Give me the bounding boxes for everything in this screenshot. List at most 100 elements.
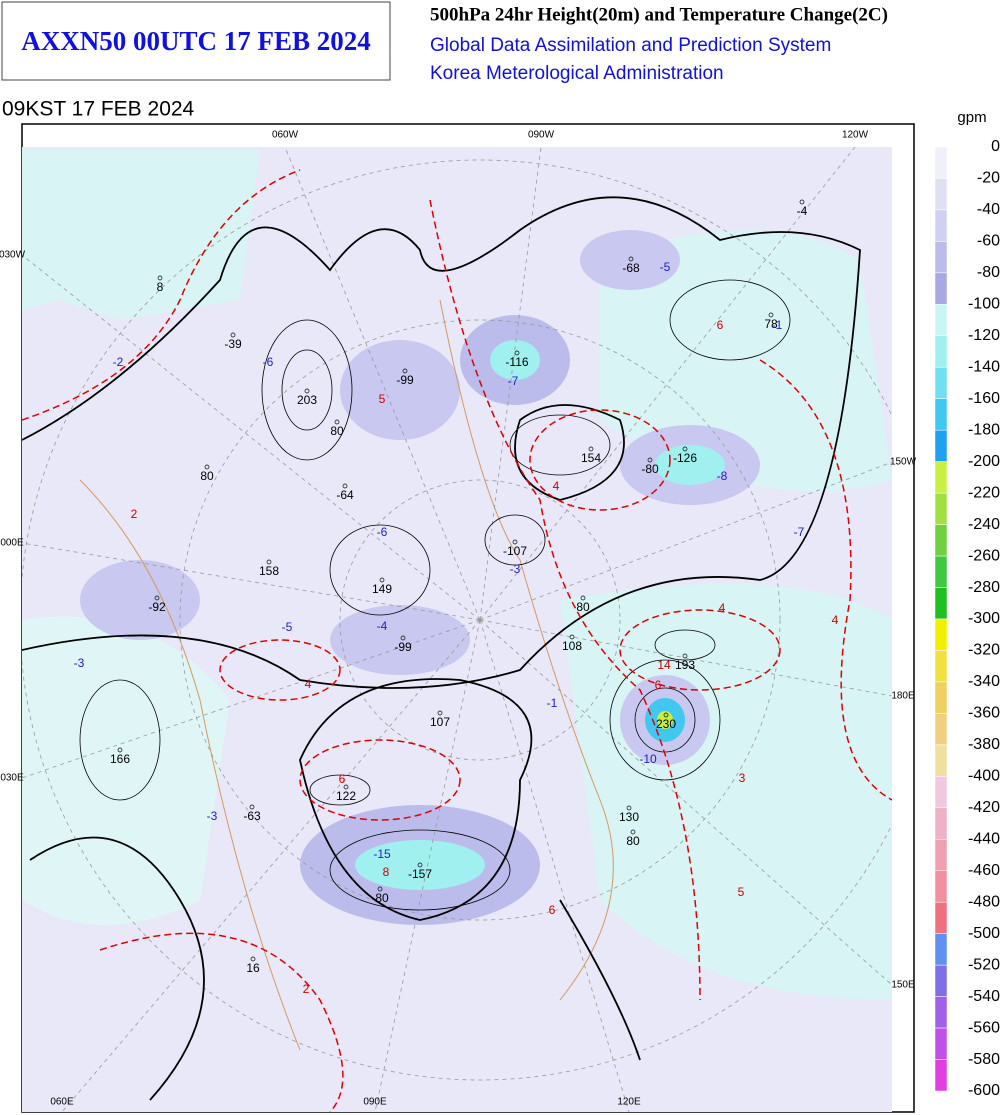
colorbar-box [934, 178, 948, 211]
height-label: 80 [200, 469, 214, 483]
colorbar-label: -140 [968, 358, 1000, 375]
colorbar-box [934, 335, 948, 368]
colorbar-label: -500 [968, 925, 1000, 942]
longitude-label: 150E [891, 980, 915, 991]
temperature-label: 5 [738, 885, 745, 899]
center-marker [588, 446, 594, 452]
temperature-label: -5 [282, 620, 293, 634]
colorbar-label: -440 [968, 830, 1000, 847]
temperature-label: -6 [263, 355, 274, 369]
fill-area [655, 445, 725, 485]
center-marker [402, 368, 408, 374]
colorbar: 0 -20 -40 -60 -80 -100 -120 -140 -160 -180 -200 -22… [934, 138, 1000, 1099]
colorbar-label: -400 [968, 768, 1000, 785]
longitude-label: 060E [50, 1097, 74, 1108]
height-label: 149 [372, 582, 392, 596]
center-marker [379, 577, 385, 583]
temperature-label: -2 [113, 355, 124, 369]
longitude-label: 090E [363, 1097, 387, 1108]
temperature-label: -3 [74, 656, 85, 670]
center-marker [334, 419, 340, 425]
colorbar-box [934, 272, 948, 305]
center-marker [249, 804, 255, 810]
fill-area [340, 340, 460, 440]
center-marker [204, 464, 210, 470]
temperature-label: 4 [305, 677, 312, 691]
colorbar-box [934, 681, 948, 714]
center-marker [682, 446, 688, 452]
height-label: 80 [626, 834, 640, 848]
temperature-label: -6 [377, 525, 388, 539]
colorbar-label: -300 [968, 610, 1000, 627]
height-label: 154 [581, 451, 601, 465]
colorbar-box [934, 901, 948, 934]
colorbar-box [934, 1027, 948, 1060]
center-marker [626, 805, 632, 811]
chart-title: 500hPa 24hr Height(20m) and Temperature … [430, 4, 888, 25]
colorbar-box [934, 555, 948, 588]
center-marker [512, 539, 518, 545]
temperature-label: -10 [639, 752, 657, 766]
longitude-label: 090W [528, 130, 555, 141]
colorbar-box [934, 398, 948, 431]
colorbar-box [934, 996, 948, 1029]
colorbar-box [934, 461, 948, 494]
height-label: 203 [297, 393, 317, 407]
temperature-label: 5 [379, 392, 386, 406]
colorbar-box [934, 964, 948, 997]
longitude-label: 000E [0, 538, 24, 549]
fill-area [490, 340, 540, 380]
temperature-label: -8 [717, 469, 728, 483]
center-marker [157, 275, 163, 281]
height-label: -4 [797, 204, 808, 218]
height-label: 230 [656, 717, 676, 731]
colorbar-box [934, 713, 948, 746]
temperature-label: 6 [717, 318, 724, 332]
colorbar-box [934, 209, 948, 242]
height-label: 80 [330, 424, 344, 438]
colorbar-label: -40 [977, 201, 1000, 218]
center-marker [250, 956, 256, 962]
center-marker [117, 747, 123, 753]
temperature-label: 14 [657, 658, 671, 672]
colorbar-unit: gpm [957, 109, 986, 126]
colorbar-label: -240 [968, 516, 1000, 533]
longitude-label: 030E [0, 773, 24, 784]
colorbar-box [934, 587, 948, 620]
colorbar-label: -580 [968, 1051, 1000, 1068]
colorbar-box [934, 492, 948, 525]
temperature-label: -7 [794, 525, 805, 539]
colorbar-label: -280 [968, 579, 1000, 596]
temperature-label: 4 [553, 479, 560, 493]
temperature-label: 6 [655, 678, 662, 692]
height-label: 158 [259, 564, 279, 578]
colorbar-label: -480 [968, 893, 1000, 910]
fill-area [22, 616, 230, 925]
center-marker [514, 350, 520, 356]
colorbar-label: -320 [968, 642, 1000, 659]
center-marker [569, 634, 575, 640]
center-marker [154, 595, 160, 601]
fill-area [22, 150, 260, 320]
height-label: 166 [110, 752, 130, 766]
fill-area [80, 560, 200, 640]
center-marker [342, 483, 348, 489]
temperature-label: -3 [510, 562, 521, 576]
colorbar-box [934, 839, 948, 871]
colorbar-box [934, 776, 948, 809]
center-marker [437, 710, 443, 716]
center-marker [647, 457, 653, 463]
agency-name: Korea Meterological Administration [430, 63, 724, 84]
colorbar-box [934, 870, 948, 903]
temperature-label: -15 [373, 847, 391, 861]
height-label: -80 [371, 891, 389, 905]
colorbar-box [934, 744, 948, 777]
colorbar-label: -460 [968, 862, 1000, 879]
height-label: -99 [396, 373, 414, 387]
center-marker [580, 595, 586, 601]
colorbar-label: -220 [968, 484, 1000, 501]
chart-code: AXXN50 00UTC 17 FEB 2024 [21, 26, 371, 56]
center-marker [768, 312, 774, 318]
center-marker [663, 712, 669, 718]
